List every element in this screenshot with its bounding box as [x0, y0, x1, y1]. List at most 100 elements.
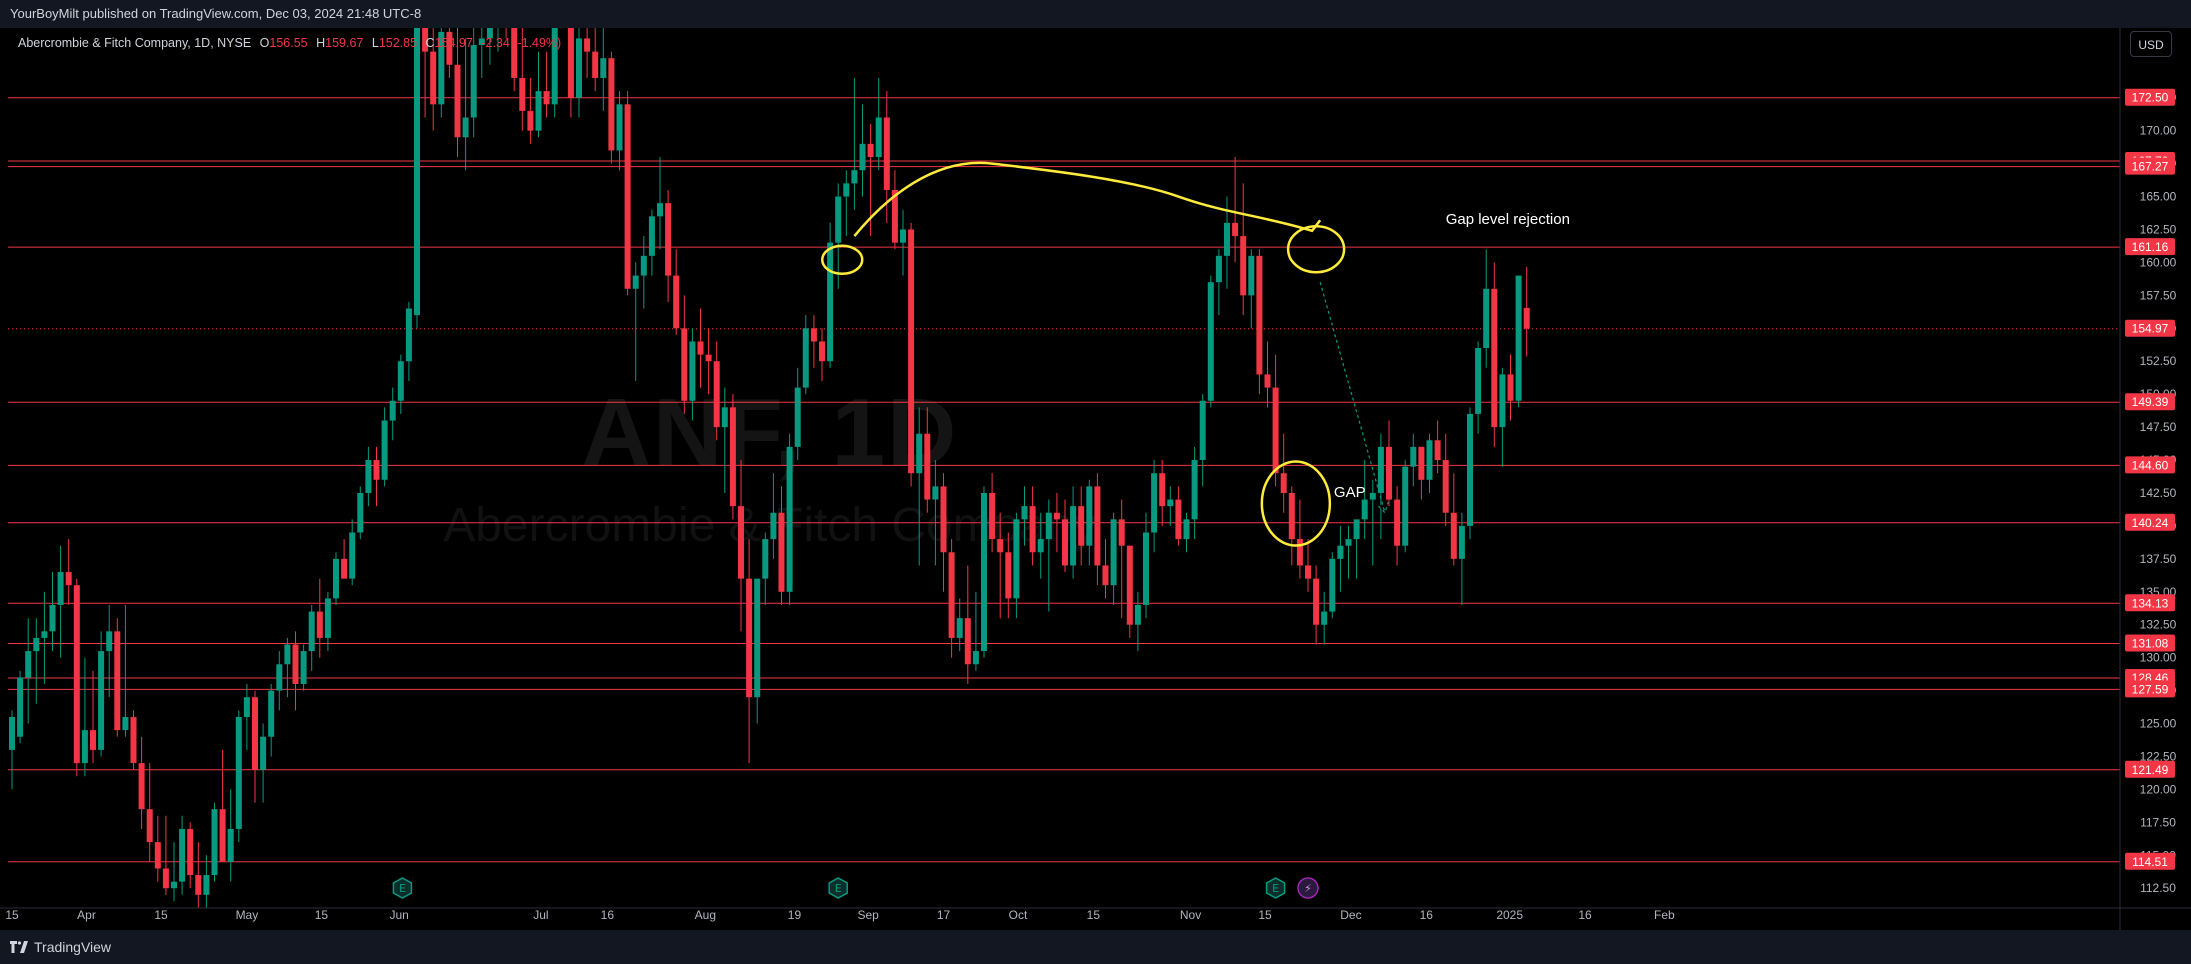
candle: [1450, 473, 1457, 566]
candle-body: [916, 433, 923, 474]
candle: [219, 749, 226, 862]
candle-body: [381, 420, 388, 480]
price-chart[interactable]: Gap level rejectionGAPEEE⚡112.50115.0011…: [0, 28, 2191, 930]
y-tick-label: 147.50: [2140, 420, 2177, 434]
price-scale[interactable]: [2120, 28, 2191, 930]
price-label: 167.27: [2132, 160, 2169, 174]
price-label: 154.97: [2132, 322, 2169, 336]
candle-body: [1353, 519, 1360, 540]
candle: [130, 710, 137, 770]
chart-area[interactable]: ANF, 1D Abercrombie & Fitch Company Gap …: [0, 28, 2191, 930]
candle: [1005, 532, 1012, 619]
candle-body: [754, 578, 761, 698]
candle-body: [640, 255, 647, 276]
high-label: H: [316, 36, 326, 50]
candle-body: [738, 506, 744, 579]
x-tick-label: Aug: [695, 908, 716, 922]
candle-body: [195, 875, 202, 895]
candle-body: [1499, 374, 1506, 428]
candle: [1442, 433, 1449, 526]
candle-body: [1134, 604, 1141, 625]
candle: [438, 28, 445, 118]
level-price-labels: 172.50167.70167.27161.16149.39144.60140.…: [2125, 88, 2175, 870]
candle-body: [632, 275, 639, 289]
candle-body: [1224, 222, 1230, 256]
candle-body: [1345, 539, 1352, 546]
candle-body: [146, 809, 153, 843]
candle: [891, 170, 898, 250]
price-label-box: [2125, 456, 2175, 474]
candle-body: [33, 637, 40, 652]
candles: [9, 28, 1530, 908]
candle: [697, 308, 704, 388]
candle: [235, 710, 242, 843]
candle-body: [478, 38, 485, 46]
candle-body: [1126, 545, 1133, 625]
candle-body: [875, 117, 882, 158]
watermark-ticker: ANF, 1D: [581, 379, 959, 486]
candle: [786, 433, 793, 605]
candle: [1118, 499, 1125, 619]
candle-body: [397, 361, 404, 401]
candle-body: [989, 492, 996, 540]
price-label-box: [2125, 852, 2175, 870]
candle: [851, 77, 858, 210]
dividend-icon[interactable]: ⚡: [1297, 877, 1319, 899]
candle: [1353, 519, 1360, 579]
candle: [616, 91, 623, 171]
candle: [794, 367, 801, 461]
candle: [721, 387, 728, 493]
earnings-icon[interactable]: E: [1265, 877, 1286, 899]
yellow-annotations: [821, 161, 1346, 547]
candle-body: [940, 486, 947, 553]
watermark-company-name: Abercrombie & Fitch Company: [443, 499, 1097, 552]
annotation-circle: [1286, 224, 1346, 274]
candle: [308, 604, 315, 671]
candle: [422, 28, 429, 118]
candle: [576, 28, 582, 118]
candle-body: [1143, 532, 1149, 605]
candle: [1215, 249, 1222, 316]
candle: [802, 315, 809, 395]
price-label-box: [2125, 634, 2175, 652]
candle: [1086, 479, 1093, 566]
candle-body: [851, 170, 858, 184]
candle-body: [365, 460, 372, 493]
candle-body: [1467, 413, 1473, 526]
y-tick-label: 112.50: [2140, 881, 2176, 895]
annotation-circle: [1260, 460, 1332, 547]
candle-body: [1321, 611, 1328, 625]
candle: [284, 637, 291, 698]
symbol-legend: Abercrombie & Fitch Company, 1D, NYSE O1…: [18, 36, 561, 50]
candle-body: [252, 697, 258, 770]
candle: [746, 539, 753, 764]
candle: [1434, 420, 1441, 474]
candle-body: [414, 28, 420, 316]
candle: [162, 815, 169, 895]
earnings-icon[interactable]: E: [828, 877, 848, 899]
projection-arrow: [1319, 282, 1389, 514]
candle: [1126, 545, 1133, 638]
candle: [446, 28, 453, 78]
earnings-icon[interactable]: E: [392, 877, 413, 899]
candle: [268, 684, 275, 757]
candle: [1078, 486, 1085, 566]
candle: [592, 28, 599, 92]
candle-body: [964, 618, 971, 665]
candle: [203, 855, 210, 908]
candle: [1410, 433, 1417, 487]
candle-body: [243, 697, 250, 717]
currency-button[interactable]: USD: [2130, 31, 2172, 57]
price-label: 172.50: [2132, 91, 2169, 105]
candle-body: [1475, 348, 1482, 414]
candle: [657, 157, 663, 250]
marker-label: ⚡: [1304, 882, 1312, 895]
footer-brand: TradingView: [34, 939, 112, 955]
y-tick-label: 120.00: [2140, 782, 2177, 796]
candle: [827, 222, 834, 368]
price-label-box: [2125, 88, 2175, 106]
candle: [1507, 354, 1514, 421]
x-tick-label: Feb: [1654, 908, 1675, 922]
x-tick-label: 17: [937, 908, 951, 922]
candle: [1458, 512, 1465, 605]
